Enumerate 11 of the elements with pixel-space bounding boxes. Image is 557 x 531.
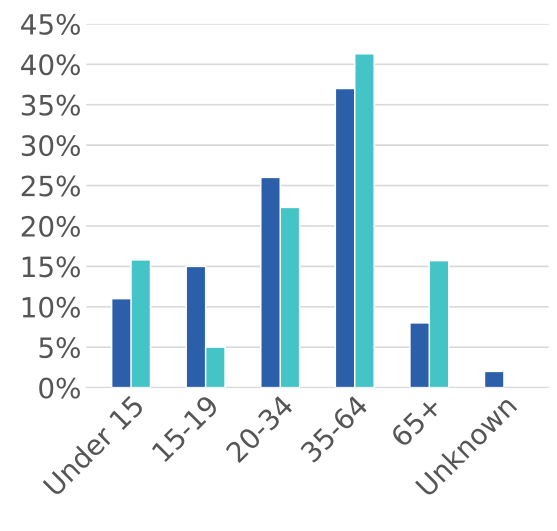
- y-tick-label: 25%: [22, 175, 80, 197]
- y-tick-label: 10%: [22, 296, 80, 318]
- y-tick-label: 20%: [22, 216, 80, 237]
- y-tick-label: 0%: [39, 378, 80, 399]
- y-tick-label: 35%: [22, 94, 80, 116]
- y-tick-label: 5%: [40, 337, 80, 358]
- y-tick-label: 40%: [21, 54, 80, 76]
- y-tick-label: 45%: [21, 14, 80, 35]
- y-tick-label: 30%: [22, 135, 80, 156]
- bar: [484, 370, 505, 388]
- y-tick-label: 15%: [22, 256, 80, 278]
